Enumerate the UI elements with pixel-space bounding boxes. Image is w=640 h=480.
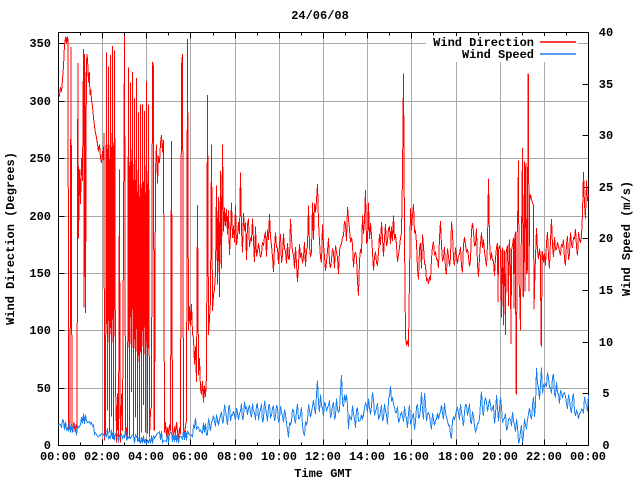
svg-text:50: 50 [37,382,51,396]
svg-text:00:00: 00:00 [40,450,76,464]
svg-text:35: 35 [599,78,613,92]
svg-text:10:00: 10:00 [261,450,297,464]
svg-text:08:00: 08:00 [217,450,253,464]
svg-text:200: 200 [29,210,51,224]
svg-text:18:00: 18:00 [438,450,474,464]
svg-text:30: 30 [599,129,613,143]
svg-text:22:00: 22:00 [526,450,562,464]
svg-text:250: 250 [29,152,51,166]
svg-text:15: 15 [599,284,613,298]
svg-text:12:00: 12:00 [305,450,341,464]
svg-text:150: 150 [29,267,51,281]
svg-text:Time GMT: Time GMT [294,467,352,480]
svg-text:0: 0 [602,439,609,453]
svg-text:20:00: 20:00 [482,450,518,464]
svg-text:02:00: 02:00 [84,450,120,464]
svg-text:16:00: 16:00 [393,450,429,464]
svg-text:350: 350 [29,37,51,51]
svg-text:0: 0 [44,439,51,453]
svg-text:06:00: 06:00 [172,450,208,464]
svg-text:14:00: 14:00 [349,450,385,464]
svg-text:10: 10 [599,336,613,350]
svg-text:Wind Direction: Wind Direction [433,36,534,50]
svg-text:20: 20 [599,232,613,246]
svg-text:5: 5 [602,387,609,401]
svg-text:100: 100 [29,324,51,338]
svg-text:00:00: 00:00 [570,450,606,464]
svg-text:Wind Direction (Degrees): Wind Direction (Degrees) [4,152,18,325]
svg-text:Wind Speed: Wind Speed [462,48,534,62]
svg-text:40: 40 [599,26,613,40]
svg-text:24/06/08: 24/06/08 [291,9,349,23]
svg-text:04:00: 04:00 [128,450,164,464]
svg-text:300: 300 [29,95,51,109]
svg-text:25: 25 [599,181,613,195]
svg-text:Wind Speed (m/s): Wind Speed (m/s) [620,181,634,296]
